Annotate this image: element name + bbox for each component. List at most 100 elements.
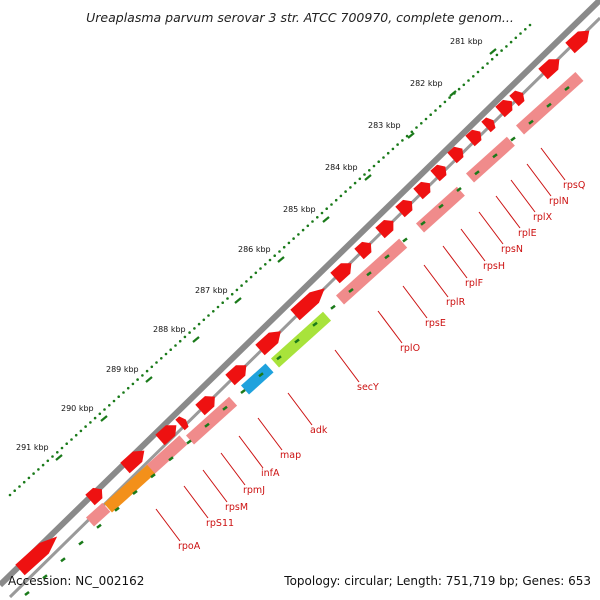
cds-arrow[interactable] <box>155 420 181 446</box>
gene-segment[interactable] <box>85 502 111 527</box>
gene-label[interactable]: rpS11 <box>206 518 234 529</box>
ruler-dot <box>56 451 59 454</box>
ruler-dot <box>183 335 187 339</box>
cds-arrow[interactable] <box>175 414 190 431</box>
gene-leader-line <box>155 508 181 542</box>
ruler-dot <box>358 177 362 181</box>
gene-leader-line <box>540 147 566 181</box>
cds-arrow[interactable] <box>430 161 450 182</box>
ruler-label: 290 kbp <box>61 404 94 413</box>
gene-track[interactable] <box>85 72 584 527</box>
ruler-dot <box>74 433 78 437</box>
gene-leader-line <box>478 211 504 245</box>
ruler-major-tick <box>489 48 497 55</box>
gene-segment[interactable] <box>145 435 188 475</box>
lower-tick <box>276 355 282 361</box>
ruler-dot <box>122 391 125 394</box>
gene-label[interactable]: infA <box>261 468 280 479</box>
accession-text: Accession: NC_002162 <box>8 574 145 588</box>
gene-segment[interactable] <box>415 186 465 233</box>
gene-label[interactable]: rpsN <box>501 244 523 255</box>
ruler-dot <box>438 104 442 108</box>
ruler-dot <box>486 62 489 65</box>
cds-arrow[interactable] <box>225 360 251 386</box>
cds-arrow[interactable] <box>85 484 106 506</box>
cds-arrow[interactable] <box>481 115 498 133</box>
ruler-dot <box>22 480 26 484</box>
gene-label[interactable]: rpsQ <box>563 180 585 191</box>
cds-arrow[interactable] <box>495 96 516 118</box>
gene-adk[interactable] <box>240 363 274 395</box>
lower-tick <box>366 271 372 277</box>
ruler-dot <box>334 198 338 202</box>
gene-label[interactable]: rpsH <box>483 261 505 272</box>
gene-label[interactable]: secY <box>357 382 379 393</box>
gene-label[interactable]: rplO <box>400 343 420 354</box>
cds-arrow[interactable] <box>375 216 398 239</box>
cds-arrow[interactable] <box>395 196 416 218</box>
lower-tick <box>546 102 552 108</box>
ruler-dot <box>368 169 371 172</box>
ruler-label: 286 kbp <box>238 245 271 254</box>
ruler-dot <box>254 271 258 275</box>
cds-track[interactable] <box>15 25 594 576</box>
cds-arrow[interactable] <box>565 25 594 54</box>
cds-arrow[interactable] <box>447 143 467 164</box>
lower-tick <box>42 574 48 580</box>
cds-arrow[interactable] <box>413 178 434 200</box>
lower-tick <box>474 170 480 176</box>
gene-label[interactable]: rplE <box>518 228 537 239</box>
gene-label[interactable]: rplF <box>465 278 483 289</box>
lower-tick <box>348 288 354 293</box>
gene-label[interactable]: rplX <box>533 212 553 223</box>
cds-arrow[interactable] <box>354 238 375 260</box>
ruler-label: 285 kbp <box>283 205 316 214</box>
ruler-dot <box>514 36 518 40</box>
gene-rpoA[interactable] <box>103 464 156 513</box>
ruler-dot <box>8 493 12 497</box>
ruler-dot <box>528 23 532 27</box>
ruler-dot <box>27 476 31 480</box>
cds-arrow[interactable] <box>465 126 485 147</box>
gene-label[interactable]: rpoA <box>178 541 201 552</box>
gene-label[interactable]: rpsM <box>225 502 248 513</box>
gene-leader-line <box>460 228 486 262</box>
cds-arrow[interactable] <box>120 445 149 474</box>
gene-label[interactable]: rplN <box>549 196 569 207</box>
ruler-dot <box>386 151 390 155</box>
gene-label[interactable]: map <box>280 450 301 461</box>
cds-arrow[interactable] <box>538 54 564 80</box>
gene-leader-line <box>220 452 246 486</box>
ruler-dot <box>301 228 305 232</box>
cds-arrow[interactable] <box>330 258 356 284</box>
ruler-dot <box>164 352 168 356</box>
gene-label[interactable]: rpsE <box>425 318 446 329</box>
ruler-dot <box>372 164 376 168</box>
ruler-dot <box>249 275 253 279</box>
cds-arrow[interactable] <box>15 531 62 576</box>
ruler-dot <box>117 395 120 399</box>
ruler-dot <box>174 344 177 347</box>
gene-secY[interactable] <box>270 311 332 368</box>
lower-tick <box>114 506 120 512</box>
ruler-dot <box>278 250 281 253</box>
ruler-dot <box>424 117 428 121</box>
ruler-dot <box>235 288 239 292</box>
cds-arrow[interactable] <box>255 326 285 356</box>
gene-segment[interactable] <box>335 238 408 305</box>
ruler-label: 283 kbp <box>368 121 401 130</box>
gene-label[interactable]: adk <box>310 425 328 436</box>
cds-arrow[interactable] <box>290 283 329 321</box>
ruler-dot <box>178 339 182 343</box>
cds-arrow[interactable] <box>509 88 527 107</box>
gene-label[interactable]: rplR <box>446 297 466 308</box>
ruler-major-tick <box>407 132 415 139</box>
lower-tick <box>384 254 390 260</box>
ruler-dot <box>259 267 262 270</box>
ruler-dot <box>396 143 399 146</box>
cds-arrow[interactable] <box>195 391 219 416</box>
gene-label[interactable]: rpmJ <box>243 485 265 496</box>
lower-tick <box>222 405 228 411</box>
